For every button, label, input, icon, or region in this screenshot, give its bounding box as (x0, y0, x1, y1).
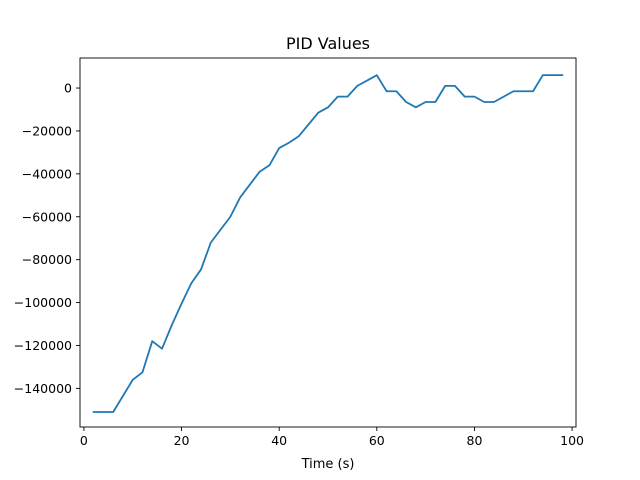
y-tick-label: −120000 (14, 338, 72, 353)
y-tick-label: −100000 (14, 295, 72, 310)
y-tick-label: −40000 (22, 166, 72, 181)
y-tick-label: 0 (64, 81, 72, 96)
x-axis-title: Time (s) (301, 457, 355, 472)
x-tick-label: 80 (467, 433, 483, 448)
chart-title: PID Values (286, 34, 370, 53)
y-tick-label: −60000 (22, 209, 72, 224)
y-tick-label: −20000 (22, 123, 72, 138)
y-tick-label: −80000 (22, 252, 72, 267)
x-tick-label: 20 (174, 433, 190, 448)
plot-area: 0 20 40 60 80 100 −140000 −120000 −100000 −80000 −… (14, 57, 584, 448)
series-line-0 (92, 74, 564, 413)
x-tick-label: 0 (80, 433, 88, 448)
axes-frame (79, 57, 577, 428)
x-tick-label: 60 (369, 433, 385, 448)
y-tick-label: −140000 (14, 381, 72, 396)
x-tick-label: 40 (271, 433, 287, 448)
x-tick-label: 100 (560, 433, 584, 448)
